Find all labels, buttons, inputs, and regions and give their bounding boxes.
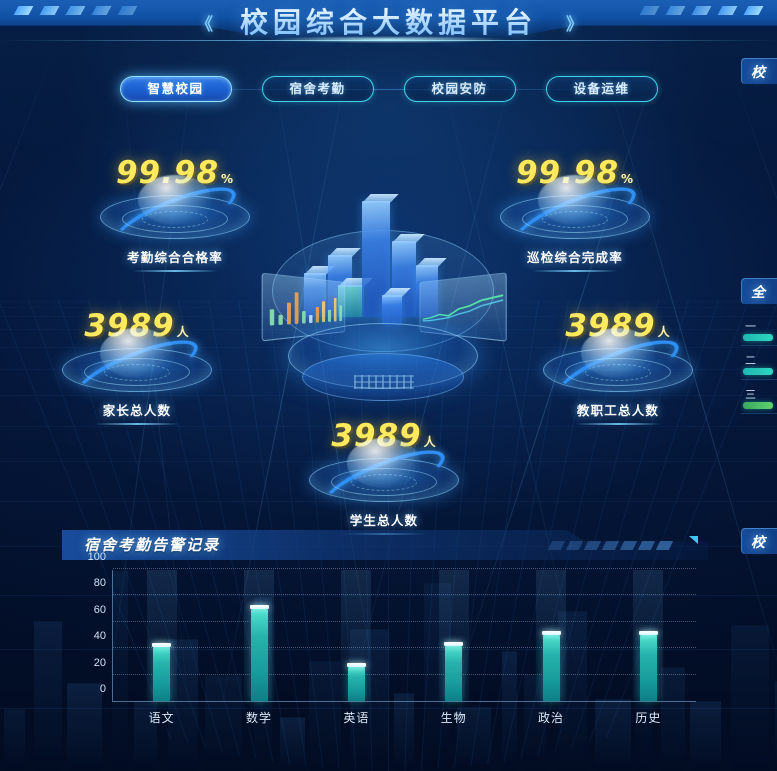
kpi-unit: 人 [176, 325, 190, 339]
dorm-attendance-alarm-card: 宿舍考勤告警记录 0 20 40 60 80 100 语文 数学 英语 生物 政治 历史 [62, 530, 708, 730]
viz-building [416, 265, 438, 317]
kpi-unit: % [621, 172, 635, 186]
tab-smart-campus[interactable]: 智慧校园 [119, 76, 232, 102]
central-3d-visualization [258, 178, 508, 403]
chart-x-tick-label: 语文 [148, 711, 175, 725]
kpi-inspection-completion-rate[interactable]: 99.98% 巡检综合完成率 [485, 155, 665, 272]
side-panel-top[interactable]: 校 [741, 58, 777, 98]
viz-base-disc-lower [302, 353, 464, 401]
card-header-stripes [547, 541, 680, 550]
viz-sparkline [423, 293, 503, 329]
chart-y-tick-label: 40 [93, 630, 106, 643]
chart-x-tick-label: 历史 [635, 711, 662, 725]
header-center-glow [268, 36, 509, 43]
chart-gridline [113, 594, 696, 596]
card-corner-accent-icon [689, 536, 698, 544]
card-header: 宿舍考勤告警记录 [62, 530, 708, 560]
kpi-disc-graphic [100, 175, 250, 259]
tab-campus-security[interactable]: 校园安防 [403, 76, 516, 102]
side-panel-ranking[interactable]: 全 一 二 三 [741, 278, 777, 498]
rank-divider [741, 413, 777, 414]
rank-progress-bar [743, 368, 773, 375]
list-item[interactable]: 二 [741, 352, 777, 386]
chart-x-tick-label: 英语 [343, 711, 370, 725]
ranking-list: 一 二 三 [741, 318, 777, 420]
viz-base-dots [354, 375, 414, 389]
chart-gridline [113, 647, 696, 649]
chart-bar[interactable] [444, 641, 464, 701]
side-panel-header: 校 [741, 58, 777, 84]
list-item[interactable]: 一 [741, 318, 777, 352]
chart-gridline [113, 620, 696, 622]
side-panel-header: 校 [741, 528, 777, 554]
kpi-label: 巡检综合完成率 [527, 251, 623, 265]
alarm-bar-chart: 0 20 40 60 80 100 语文 数学 英语 生物 政治 历史 [62, 551, 708, 730]
rank-divider [741, 345, 777, 346]
chart-bar[interactable] [346, 662, 366, 701]
chart-bar[interactable] [249, 604, 269, 701]
kpi-label: 考勤综合合格率 [127, 251, 223, 265]
viz-building [338, 285, 364, 317]
chart-gridline [113, 673, 696, 675]
viz-building [382, 295, 402, 325]
rank-label: 三 [745, 389, 756, 401]
kpi-label-underline [132, 270, 218, 272]
tab-connector-line [108, 89, 668, 90]
app-header: 《 校园综合大数据平台 》 [0, 0, 777, 58]
chart-gridline [113, 568, 696, 569]
chart-x-tick-label: 生物 [440, 711, 467, 725]
rank-label: 一 [745, 321, 756, 333]
chart-plot-area: 0 20 40 60 80 100 语文 数学 英语 生物 政治 历史 [88, 551, 696, 725]
chart-y-tick-label: 0 [99, 683, 106, 695]
rank-divider [741, 379, 777, 380]
list-item[interactable]: 三 [741, 386, 777, 420]
rank-progress-bar [743, 402, 773, 409]
tab-device-ops[interactable]: 设备运维 [545, 76, 658, 102]
side-panel-bottom[interactable]: 校 [741, 528, 777, 568]
tab-dorm-attendance[interactable]: 宿舍考勤 [261, 76, 374, 102]
chart-bar[interactable] [152, 642, 172, 701]
kpi-disc-graphic [543, 328, 693, 412]
kpi-disc-graphic [500, 175, 650, 259]
page-title: 校园综合大数据平台 [0, 1, 777, 41]
kpi-parent-total[interactable]: 3989 人 家长总人数 [47, 308, 227, 425]
kpi-attendance-pass-rate[interactable]: 99.98% 考勤综合合格率 [85, 155, 265, 272]
kpi-label: 教职工总人数 [576, 404, 660, 418]
kpi-label-underline [532, 270, 618, 272]
chart-x-tick-label: 数学 [245, 711, 273, 725]
chart-y-tick-label: 100 [87, 551, 106, 563]
chart-y-tick-label: 80 [93, 577, 106, 590]
chart-y-tick-label: 60 [93, 603, 106, 616]
rank-progress-bar [743, 334, 773, 341]
kpi-label-underline [94, 423, 180, 425]
kpi-label: 家长总人数 [102, 404, 172, 418]
chevron-right-icon: 》 [566, 15, 583, 34]
kpi-unit: % [221, 172, 235, 186]
main-nav-tabs: 智慧校园 宿舍考勤 校园安防 设备运维 [0, 75, 777, 103]
kpi-student-total[interactable]: 3989 人 学生总人数 [294, 418, 474, 535]
viz-building [304, 273, 326, 317]
chart-bar[interactable] [541, 631, 561, 701]
chevron-left-icon: 《 [196, 10, 213, 35]
chart-y-tick-label: 20 [93, 656, 106, 669]
rank-label: 二 [745, 355, 756, 367]
kpi-disc-graphic [62, 328, 212, 412]
kpi-label-underline [575, 423, 661, 425]
chart-x-tick-label: 政治 [537, 711, 565, 725]
kpi-label: 学生总人数 [349, 514, 419, 528]
kpi-disc-graphic [309, 438, 459, 522]
chart-bar[interactable] [638, 631, 658, 701]
card-title: 宿舍考勤告警记录 [84, 537, 221, 554]
background-city [0, 301, 777, 771]
kpi-staff-total[interactable]: 3989 人 教职工总人数 [528, 308, 708, 425]
kpi-unit: 人 [423, 435, 437, 449]
kpi-unit: 人 [657, 325, 671, 339]
side-panel-header: 全 [741, 278, 777, 304]
